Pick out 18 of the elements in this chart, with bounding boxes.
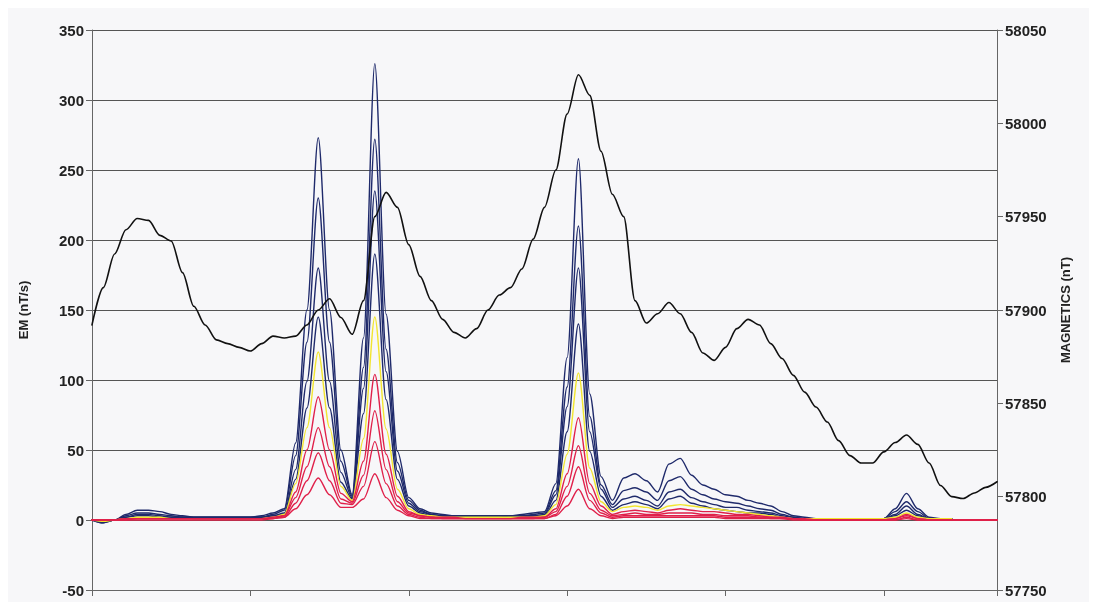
y-tick-label: -50 — [62, 581, 84, 599]
y2-axis-title: MAGNETICS (nT) — [1058, 256, 1073, 364]
y-tick-label: 300 — [58, 91, 84, 109]
y-tick-label: 250 — [58, 161, 84, 179]
y2-tick-label: 58000 — [1005, 114, 1047, 132]
y-tick-label: 200 — [58, 231, 84, 249]
y-tick-label: 350 — [58, 21, 84, 39]
y2-tick-label: 57850 — [1005, 394, 1047, 412]
y-tick-label: 50 — [67, 441, 84, 459]
y2-tick-label: 57750 — [1005, 581, 1047, 599]
y-axis-title: EM (nT/s) — [16, 280, 31, 340]
y2-tick-label: 57800 — [1005, 488, 1047, 506]
y2-tick-label: 57950 — [1005, 208, 1047, 226]
y-tick-label: 0 — [75, 511, 84, 529]
y-tick-label: 150 — [58, 301, 84, 319]
y2-tick-label: 57900 — [1005, 301, 1047, 319]
y2-tick-label: 58050 — [1005, 21, 1047, 39]
y-tick-label: 100 — [58, 371, 84, 389]
